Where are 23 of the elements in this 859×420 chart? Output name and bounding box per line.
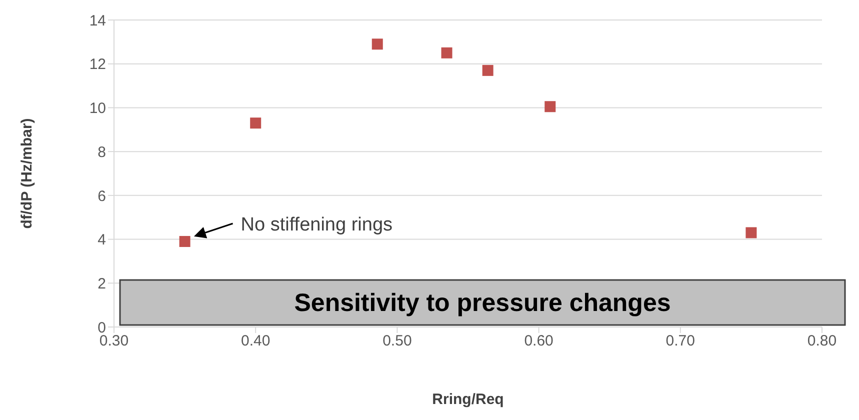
x-tick-label: 0.60 xyxy=(524,332,554,350)
y-tick-label: 4 xyxy=(98,232,106,249)
x-tick-label: 0.50 xyxy=(382,332,412,350)
y-tick-label: 10 xyxy=(89,100,106,118)
annotation: No stiffening rings xyxy=(240,214,393,236)
y-tick-label: 6 xyxy=(98,188,106,205)
x-tick-label: 0.70 xyxy=(666,332,695,350)
x-tick-label: 0.80 xyxy=(807,332,837,350)
point xyxy=(179,236,190,247)
y-tick-label: 14 xyxy=(89,12,106,30)
point xyxy=(250,118,262,129)
y-axis-title: df/dP (Hz/mbar) xyxy=(18,118,36,229)
point xyxy=(441,47,452,58)
y-tick-label: 8 xyxy=(98,144,106,161)
point xyxy=(372,38,383,50)
point xyxy=(746,227,757,238)
x-axis-title: Rring/Req xyxy=(432,391,504,408)
annotation: Sensitivity to pressure changes xyxy=(294,289,671,317)
point xyxy=(544,101,556,112)
y-tick-label: 2 xyxy=(98,275,106,292)
point xyxy=(482,64,494,76)
x-tick-label: 0.40 xyxy=(241,332,270,350)
y-tick-label: 12 xyxy=(89,56,106,74)
